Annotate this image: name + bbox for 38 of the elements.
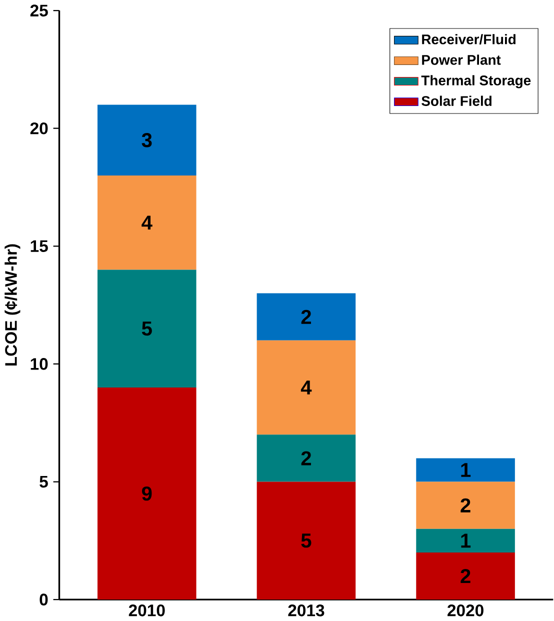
- y-tick-label: 25: [30, 4, 48, 16]
- bar: [256, 293, 356, 340]
- data-label: 3: [142, 133, 152, 148]
- data-label: 2: [301, 451, 311, 466]
- bar: [416, 458, 515, 482]
- x-tick-label: 2020: [448, 604, 484, 616]
- data-label: 2: [460, 569, 470, 584]
- legend-label: Receiver/Fluid: [422, 34, 516, 44]
- bar: [416, 482, 515, 529]
- data-label: 4: [300, 380, 312, 394]
- legend-label: Solar Field: [422, 96, 492, 106]
- bar: [97, 175, 196, 270]
- data-label: 5: [142, 322, 152, 336]
- legend-label: Power Plant: [422, 54, 501, 65]
- data-label: 9: [142, 486, 152, 501]
- y-tick-label: 20: [30, 122, 48, 134]
- bar: [256, 340, 356, 435]
- data-label: 4: [142, 216, 152, 230]
- x-tick-label: 2010: [128, 604, 165, 616]
- y-tick-label: 10: [30, 358, 48, 370]
- data-label: 5: [301, 534, 312, 548]
- data-label: 2: [460, 498, 470, 512]
- x-tick-label: 2013: [288, 604, 324, 616]
- y-tick-label: 5: [40, 476, 48, 488]
- data-label: 2: [301, 310, 311, 324]
- bar: [97, 388, 196, 600]
- bar: [416, 552, 515, 600]
- bar: [256, 434, 356, 482]
- y-tick-label: 15: [30, 240, 48, 252]
- data-label: 1: [461, 534, 471, 548]
- bar: [256, 482, 356, 600]
- bar: [97, 270, 196, 388]
- data-label: 1: [461, 463, 471, 477]
- bar: [416, 528, 515, 552]
- legend-label: Thermal Storage: [421, 75, 531, 88]
- y-tick-label: 0: [40, 594, 48, 606]
- bar: [97, 104, 196, 176]
- y-axis-title: LCOE (¢/kW-hr): [4, 244, 20, 366]
